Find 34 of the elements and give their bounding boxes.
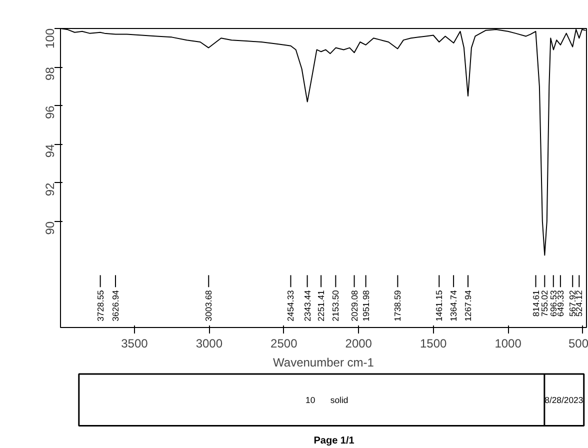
- y-tick-label: 90: [43, 221, 57, 235]
- annotation: 1267.94: [463, 290, 474, 322]
- annotation: 2343.44: [302, 290, 312, 322]
- annotation: 524.12: [574, 290, 584, 317]
- x-tick-label: 1500: [420, 336, 448, 350]
- annotation: 2454.33: [286, 290, 296, 322]
- annotation: 1364.74: [448, 290, 459, 322]
- text: 8/28/2023: [544, 394, 584, 405]
- annotation: 2029.08: [349, 290, 360, 322]
- x-tick-label: 2500: [270, 336, 298, 350]
- text: 10: [306, 394, 316, 405]
- annotation: 1951.98: [360, 290, 371, 322]
- annotation: 755.02: [540, 290, 550, 317]
- x-axis-title: Wavenumber cm-1: [273, 356, 374, 370]
- text: Page 1/1: [314, 435, 355, 446]
- annotation: 3003.68: [204, 290, 214, 322]
- y-tick-label: 96: [43, 105, 57, 120]
- y-tick-label: 100: [43, 28, 57, 49]
- y-tick-label: 98: [43, 66, 57, 80]
- annotation: 2153.50: [330, 290, 341, 322]
- annotation: 1738.59: [392, 290, 403, 322]
- y-tick-label: 92: [43, 182, 57, 196]
- text: solid: [330, 394, 348, 405]
- annotation: 2251.41: [316, 290, 326, 322]
- annotation: 3626.94: [110, 290, 120, 322]
- x-tick-label: 2000: [345, 336, 372, 350]
- x-tick-label: 1000: [494, 336, 522, 350]
- annotation: 1461.15: [434, 290, 444, 322]
- annotation: 3728.55: [95, 290, 106, 322]
- y-tick-label: 94: [43, 144, 57, 158]
- x-tick-label: 3500: [121, 336, 148, 350]
- annotation: 814.61: [530, 290, 541, 317]
- x-tick-label: 500: [568, 336, 588, 350]
- x-tick-label: 3000: [196, 336, 223, 350]
